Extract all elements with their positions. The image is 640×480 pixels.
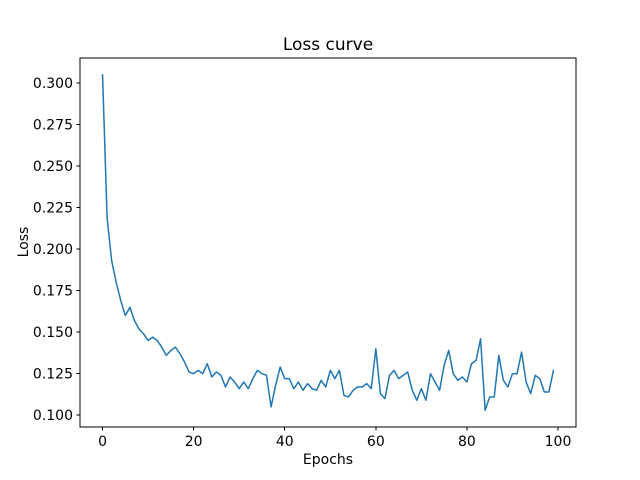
y-tick-label: 0.100 <box>33 408 73 424</box>
y-tick-label: 0.225 <box>33 201 73 217</box>
chart-title: Loss curve <box>283 35 373 55</box>
x-tick-label: 80 <box>458 434 476 450</box>
x-tick-label: 40 <box>276 434 294 450</box>
x-tick-label: 20 <box>185 434 203 450</box>
y-axis-ticks: 0.100 0.125 0.150 0.175 0.200 0.225 0.250 0.275… <box>33 76 80 424</box>
x-tick-label: 0 <box>98 434 107 450</box>
y-tick-label: 0.275 <box>33 118 73 134</box>
y-tick-label: 0.200 <box>33 242 73 258</box>
y-tick-label: 0.125 <box>33 367 73 383</box>
x-axis-label: Epochs <box>303 452 353 468</box>
y-tick-label: 0.150 <box>33 325 73 341</box>
y-tick-label: 0.175 <box>33 284 73 300</box>
loss-curve-line <box>101 74 555 411</box>
y-axis-label: Loss <box>16 227 32 258</box>
y-tick-label: 0.300 <box>33 76 73 92</box>
x-axis-ticks: 0 20 40 60 80 100 <box>98 427 571 450</box>
loss-curve-series <box>101 74 555 411</box>
x-tick-label: 100 <box>545 434 572 450</box>
y-tick-label: 0.250 <box>33 159 73 175</box>
x-tick-label: 60 <box>367 434 385 450</box>
plot-border <box>79 57 577 428</box>
